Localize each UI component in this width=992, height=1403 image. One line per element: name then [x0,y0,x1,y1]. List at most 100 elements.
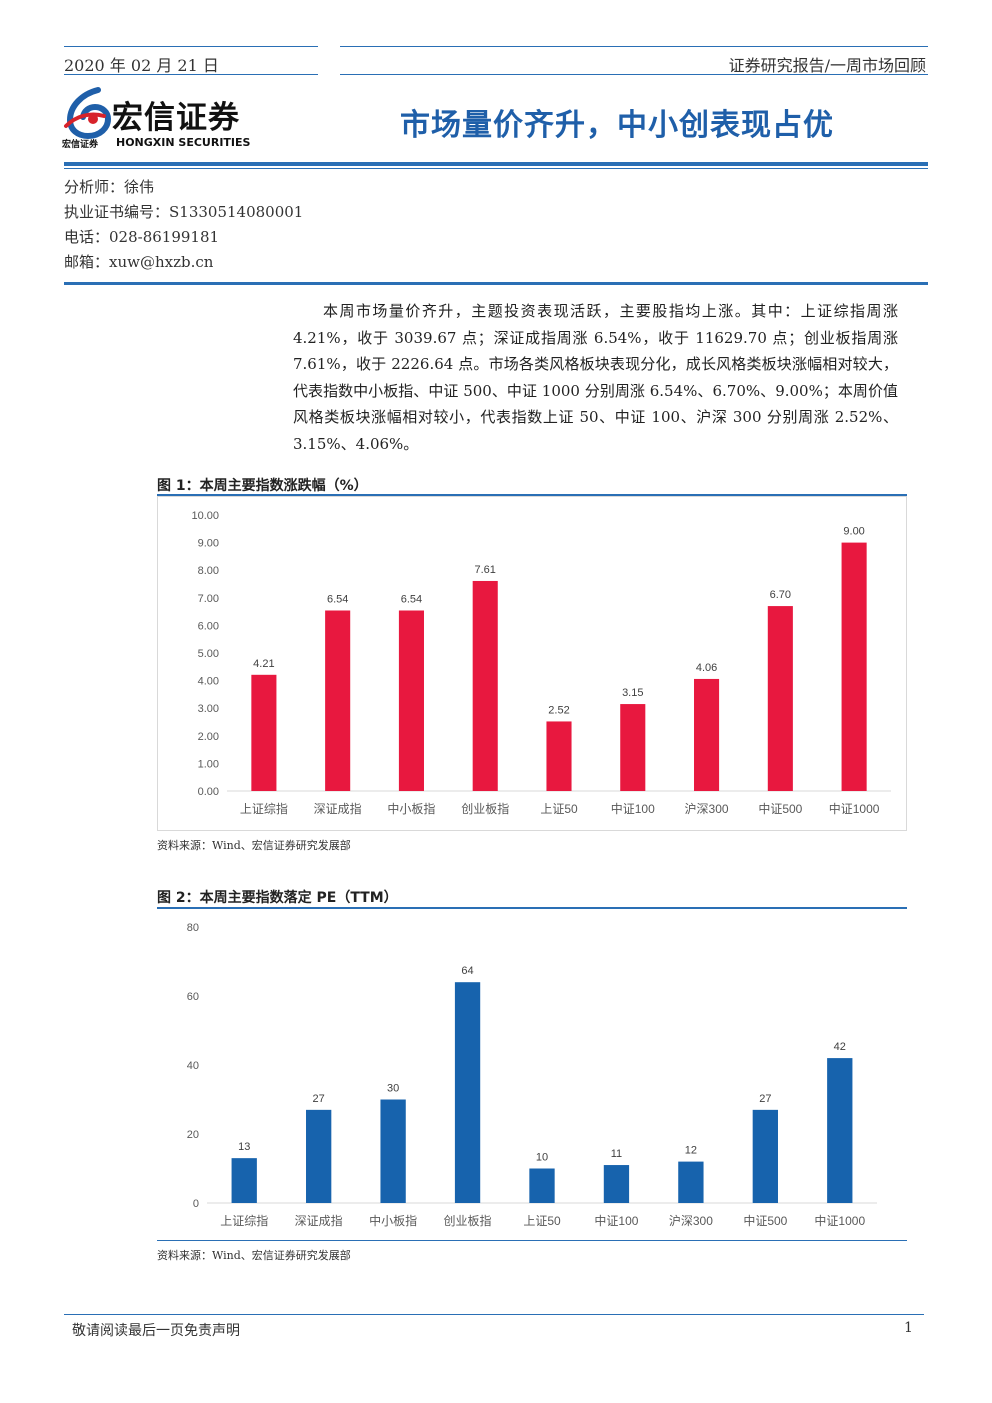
chart-1-x-tick: 上证综指 [240,801,288,816]
footer-rule [64,1314,924,1315]
figure-2-title: 图 2：本周主要指数落定 PE（TTM） [157,890,398,906]
chart-1-x-tick: 中证500 [758,801,802,816]
chart-2-bar [231,1158,257,1203]
chart-2-bar [306,1109,332,1203]
chart-1-bar [767,606,793,791]
chart-2-data-label: 13 [238,1141,250,1153]
chart-1-y-tick: 3.00 [198,703,219,715]
chart-1-x-tick: 中小板指 [387,801,435,816]
chart-1-frame [157,496,907,831]
figure-2-chart: 0 20 40 60 80 13 上证综指 27 深证成指 30 中小板指 64 创业板指 10 上证50 1… [187,922,877,1228]
analyst-info: 分析师：徐伟 执业证书编号：S1330514080001 电话：028-8619… [64,175,303,275]
chart-1-y-tick: 4.00 [198,676,219,688]
figure-2-bottom-rule [157,1240,907,1241]
company-logo: 宏信证券 宏信证券 HONGXIN SECURITIES [62,84,272,154]
figure-2-rule [157,907,907,909]
title-rule [64,162,928,166]
chart-1-y-tick: 10.00 [191,510,219,522]
analyst-email: 邮箱：xuw@hxzb.cn [64,253,214,271]
analyst-name: 分析师：徐伟 [64,178,155,196]
chart-2-bar [827,1058,853,1203]
chart-1-bar [694,678,720,791]
logo-small-cn: 宏信证券 [62,140,99,150]
header-rule-left-bottom [64,74,318,75]
chart-1-data-label: 7.61 [475,564,496,576]
chart-2-bar [529,1168,555,1203]
chart-2-data-label: 64 [461,965,473,977]
chart-1-x-tick: 沪深300 [685,802,729,816]
header-rule-right [340,46,928,47]
chart-2-y-tick: 40 [187,1060,199,1072]
chart-1-x-tick: 中证1000 [829,801,880,816]
chart-1-y-tick: 9.00 [198,538,219,550]
logo-name-en: HONGXIN SECURITIES [116,136,251,149]
chart-1-bar [620,704,646,791]
chart-1-x-tick: 中证100 [611,801,655,816]
chart-1-bar [546,721,572,791]
chart-1-x-tick: 上证50 [540,802,578,816]
figure-1-chart: 0.00 1.00 2.00 3.00 4.00 5.00 6.00 7.00 8.00 9.00… [157,496,907,831]
chart-1-bar [325,610,351,791]
footer-disclaimer: 敬请阅读最后一页免责声明 [72,1323,240,1339]
chart-2-y-tick: 60 [187,991,199,1003]
chart-1-y-tick: 6.00 [198,620,219,632]
chart-1-y-tick: 8.00 [198,565,219,577]
chart-2-x-tick: 中证1000 [814,1213,865,1228]
chart-2-y-tick: 80 [187,922,199,934]
chart-1-bar [251,674,277,791]
chart-2-x-tick: 中证500 [743,1213,787,1228]
chart-1-y-tick: 1.00 [198,758,219,770]
chart-1-bar [841,542,867,791]
title-rule-thin [64,168,928,169]
chart-2-y-tick: 20 [187,1129,199,1141]
summary-paragraph: 本周市场量价齐升，主题投资表现活跃，主要股指均上涨。其中：上证综指周涨 4.21… [293,302,898,453]
chart-1-x-tick: 创业板指 [461,801,509,816]
chart-1-x-tick: 深证成指 [314,801,362,816]
chart-1-bar [472,580,498,791]
chart-2-bar [380,1099,406,1203]
chart-1-y-tick: 2.00 [198,731,219,743]
figure-2-source: 资料来源：Wind、宏信证券研究发展部 [157,1249,351,1262]
header-rule-right-bottom [340,74,928,75]
chart-1-data-label: 4.21 [253,658,274,670]
chart-2-data-label: 11 [611,1148,622,1160]
chart-2-x-tick: 深证成指 [295,1213,343,1228]
chart-2-x-tick: 上证综指 [220,1213,268,1228]
chart-2-x-tick: 沪深300 [669,1214,713,1228]
chart-1-data-label: 6.54 [401,593,422,605]
header-rule-left [64,46,318,47]
analyst-phone: 电话：028-86199181 [64,228,220,246]
logo-name-cn: 宏信证券 [112,100,240,136]
chart-2-data-label: 30 [387,1083,399,1095]
chart-2-data-label: 27 [759,1093,771,1105]
chart-2-data-label: 12 [685,1145,697,1157]
chart-2-y-tick: 0 [193,1198,199,1210]
chart-2-data-label: 27 [313,1093,325,1105]
figure-1-source: 资料来源：Wind、宏信证券研究发展部 [157,839,351,852]
chart-2-bar [454,982,481,1203]
chart-2-x-tick: 创业板指 [444,1213,492,1228]
chart-2-x-tick: 中证100 [594,1213,638,1228]
page-title: 市场量价齐升，中小创表现占优 [400,108,834,143]
chart-1-data-label: 4.06 [696,662,717,674]
chart-1-bar [398,610,424,791]
chart-1-y-tick: 0.00 [198,786,219,798]
chart-2-bar [678,1161,704,1203]
report-type: 证券研究报告/一周市场回顾 [728,56,926,75]
analyst-cert: 执业证书编号：S1330514080001 [64,203,304,221]
report-date: 2020 年 02 月 21 日 [64,56,219,75]
chart-1-data-label: 9.00 [843,526,864,538]
chart-2-bar [752,1109,778,1203]
chart-1-data-label: 6.70 [770,589,791,601]
chart-2-data-label: 42 [834,1041,846,1053]
figure-1-rule [157,494,907,496]
chart-1-data-label: 6.54 [327,593,348,605]
footer-page-number: 1 [904,1320,913,1336]
chart-2-x-tick: 中小板指 [369,1213,417,1228]
info-rule [64,282,928,285]
chart-1-y-tick: 7.00 [198,593,219,605]
chart-1-y-tick: 5.00 [198,648,219,660]
logo-mark-icon [64,87,112,140]
chart-2-bar [603,1165,630,1203]
chart-2-x-tick: 上证50 [523,1214,561,1228]
